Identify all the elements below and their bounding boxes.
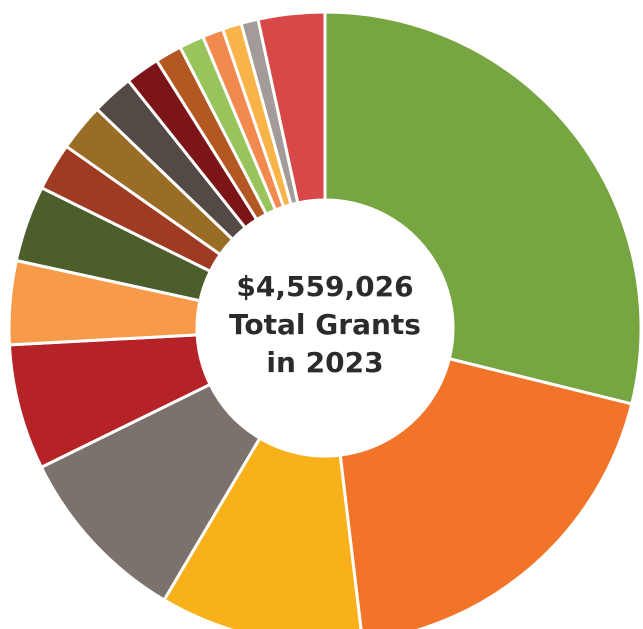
total-amount: $4,559,026	[236, 270, 414, 303]
pie-slice-3	[162, 436, 363, 629]
pie-slice-2	[338, 357, 634, 629]
pie-slice-4	[39, 382, 262, 602]
pie-slice-17	[256, 10, 327, 205]
year-text: in 2023	[266, 346, 384, 379]
total-grants-text: Total Grants	[229, 308, 421, 341]
pie-slice-1	[323, 10, 643, 406]
center-total-label: $4,559,026 Total Grants in 2023	[201, 268, 449, 382]
donut-slices	[7, 10, 643, 629]
